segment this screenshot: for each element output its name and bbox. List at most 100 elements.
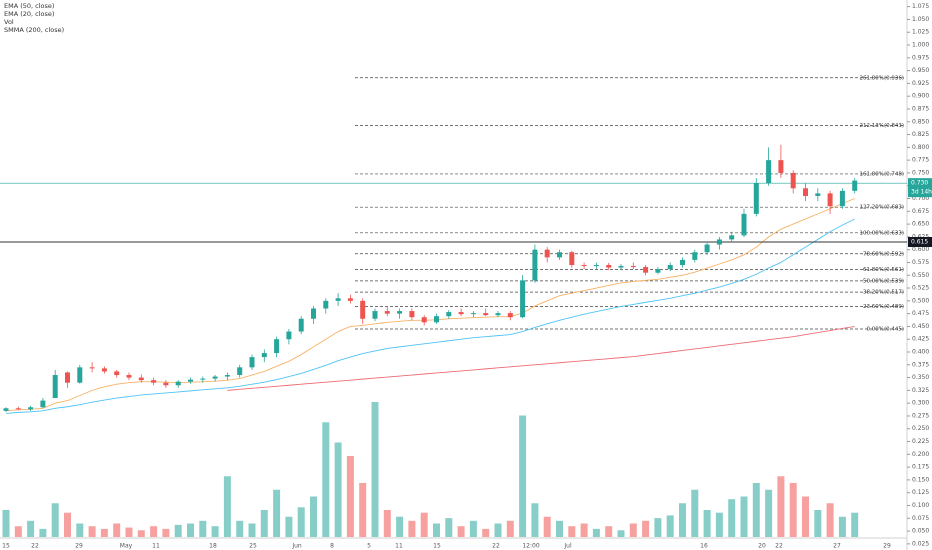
candle-body <box>618 266 624 268</box>
volume-bar <box>814 510 822 537</box>
volume-bar <box>666 515 674 537</box>
volume-bar <box>310 496 317 537</box>
y-tick-label: 1.075 <box>912 3 929 10</box>
y-tick-label: 0.925 <box>912 80 929 87</box>
candle-body <box>803 188 808 196</box>
legend-item: EMA (20, close) <box>4 10 54 18</box>
y-tick-label: 0.075 <box>912 515 929 522</box>
volume-bar <box>752 483 760 537</box>
y-tick-label: 0.950 <box>912 67 929 74</box>
candle-body <box>249 357 255 368</box>
y-tick-label: 0.100 <box>912 502 929 509</box>
volume-bar <box>88 526 96 537</box>
volume-bar <box>371 402 379 537</box>
candle-body <box>520 280 526 318</box>
candle-body <box>89 367 95 369</box>
candle-body <box>483 313 489 316</box>
candle-body <box>692 252 698 260</box>
candle-body <box>766 160 772 184</box>
candle-body <box>237 367 243 376</box>
candle-body <box>630 266 636 268</box>
y-tick-label: 0.700 <box>912 195 929 202</box>
y-tick-label: 0.400 <box>912 349 929 356</box>
y-tick-label: 0.350 <box>912 374 929 381</box>
countdown-label: 3d 14h <box>911 189 932 196</box>
candle-body <box>372 311 378 319</box>
legend-item: Vol <box>4 18 14 26</box>
y-tick-label: 0.750 <box>912 169 929 176</box>
volume-bar <box>740 496 748 537</box>
x-tick-label: May <box>120 543 133 550</box>
candle-body <box>335 298 341 301</box>
candle-body <box>409 311 415 318</box>
indicator-line <box>227 325 855 391</box>
candle-body <box>65 372 70 383</box>
candle-body <box>224 375 230 377</box>
y-tick-label: 0.825 <box>912 131 929 138</box>
y-tick-label: 0.250 <box>912 425 929 432</box>
candle-body <box>729 235 735 240</box>
volume-bar <box>14 526 22 537</box>
y-tick-label: 0.450 <box>912 323 929 330</box>
y-tick-label: 0.025 <box>912 540 929 547</box>
y-tick-label: 0.475 <box>912 310 929 317</box>
candle-body <box>643 267 649 273</box>
volume-bar <box>383 510 391 537</box>
candle-body <box>212 376 218 379</box>
volume-bar <box>100 528 108 537</box>
candle-body <box>569 252 575 266</box>
y-tick-label: 0.900 <box>912 93 929 100</box>
x-tick-label: 15 <box>2 543 10 550</box>
candle-body <box>138 377 144 381</box>
candle-body <box>446 312 452 317</box>
candle-body <box>827 193 833 207</box>
volume-bar <box>137 530 145 537</box>
y-tick-label: 0.500 <box>912 297 929 304</box>
y-tick-label: 0.325 <box>912 387 929 394</box>
legend-item: SMMA (200, close) <box>4 26 64 34</box>
candle-body <box>839 190 845 207</box>
y-tick-label: 0.675 <box>912 208 929 215</box>
volume-bar <box>223 476 231 537</box>
candle-body <box>704 244 710 253</box>
candle-body <box>606 265 612 268</box>
candle-body <box>557 252 562 258</box>
fib-level-label: 0.00%(0.445) <box>866 326 904 332</box>
volume-bar <box>420 512 428 537</box>
volume-bar <box>285 516 293 537</box>
volume-bar <box>679 503 686 537</box>
marked-price-badge <box>908 237 932 247</box>
x-tick-label: 22 <box>492 543 500 550</box>
volume-bar <box>236 520 244 537</box>
indicator-line <box>5 218 855 414</box>
candle-body <box>52 375 58 399</box>
y-tick-label: 0.150 <box>912 476 929 483</box>
x-tick-label: 27 <box>833 543 841 550</box>
candle-body <box>397 311 403 314</box>
candle-body <box>188 379 193 382</box>
volume-bar <box>113 523 121 537</box>
y-tick-label: 0.200 <box>912 451 929 458</box>
legend: EMA (50, close) EMA (20, close) Vol SMMA… <box>4 2 64 34</box>
volume-bar <box>150 526 158 537</box>
x-tick-label: Jun <box>291 543 302 550</box>
y-tick-label: 0.650 <box>912 221 929 228</box>
volume-bar <box>174 524 182 537</box>
volume-bar <box>260 510 268 537</box>
candle-body <box>593 265 599 267</box>
volume-bar <box>826 503 834 537</box>
volume-bar <box>691 489 699 537</box>
volume-bar <box>838 516 846 537</box>
volume-bar <box>580 523 588 537</box>
candle-body <box>347 298 353 301</box>
y-tick-label: 0.600 <box>912 246 929 253</box>
y-tick-label: 1.050 <box>912 16 929 23</box>
candle-body <box>286 331 292 340</box>
volume-bar <box>617 530 625 537</box>
candle-body <box>790 172 796 189</box>
last-price-badge <box>908 178 932 198</box>
candle-body <box>581 265 587 267</box>
volume-bar <box>322 422 330 537</box>
y-tick-label: 0.275 <box>912 412 929 419</box>
